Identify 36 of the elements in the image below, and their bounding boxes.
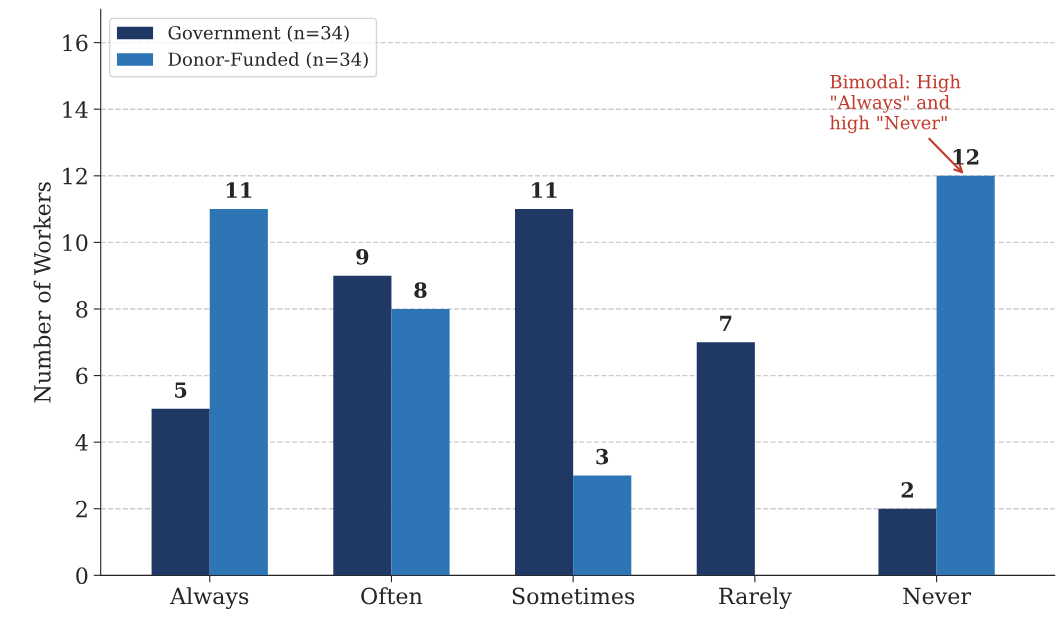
data-label: 11 [226,182,252,198]
annotation: Bimodal: High "Always" and high "Never" [830,74,961,134]
data-label: 8 [414,282,427,299]
x-tick-label: Sometimes [512,587,635,605]
y-tick-label: 10 [63,234,88,252]
bar [391,308,450,576]
y-tick-label: 2 [76,500,87,518]
data-label: 3 [596,448,609,465]
bar [151,408,210,576]
y-tick-label: 16 [63,34,88,52]
bar [936,175,995,576]
y-tick-label: 8 [76,300,88,318]
y-axis-title: Number of Workers [33,182,51,403]
data-label: 11 [532,182,557,198]
data-label: 2 [901,482,913,498]
bar [573,475,632,576]
x-tick-label: Always [169,587,249,609]
data-label: 7 [720,315,732,332]
legend-label: Donor-Funded (n=34) [168,52,368,69]
y-tick-label: 14 [63,101,88,118]
bar [696,342,755,576]
bar [209,209,268,576]
y-tick-label: 12 [63,167,87,185]
bar [878,508,937,576]
y-tick-label: 4 [75,434,88,451]
x-tick-label: Often [361,587,423,605]
y-tick-label: 0 [76,567,88,585]
data-label: 12 [953,149,979,165]
x-tick-label: Never [903,587,972,605]
data-label: 5 [175,382,187,398]
legend-label: Government (n=34) [168,25,349,43]
x-tick-label: Rarely [719,587,792,609]
data-label: 9 [356,248,369,265]
y-tick-label: 6 [76,367,88,385]
bar [333,275,392,576]
bar [515,209,574,576]
